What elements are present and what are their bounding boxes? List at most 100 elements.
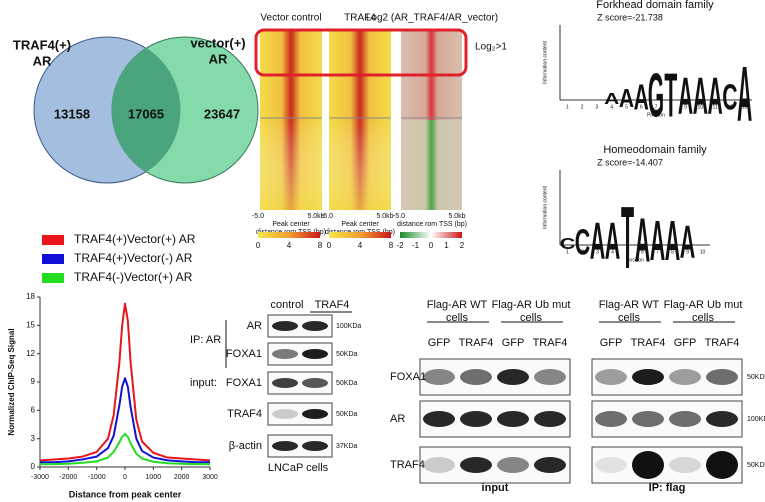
venn-label: AR [33, 53, 52, 68]
band [272, 321, 298, 331]
motif-letter: A [635, 205, 650, 275]
band [302, 441, 328, 451]
band [272, 441, 298, 451]
label: TRAF4 [631, 337, 666, 349]
label: 50KDa [336, 351, 358, 358]
label: β-actin [229, 440, 262, 452]
label: 12 [727, 104, 733, 110]
line-series [40, 377, 210, 464]
band [302, 349, 328, 359]
label: 6 [31, 405, 36, 414]
motif-letter: A [665, 210, 680, 274]
label: Information content [542, 40, 548, 83]
band [272, 349, 298, 359]
label: 0 [429, 241, 434, 250]
band [534, 411, 566, 427]
legend-swatch [42, 254, 64, 264]
label: 0 [123, 474, 127, 481]
blot-frame [267, 314, 333, 338]
motif-letter: A [707, 68, 722, 126]
label: 50KDa [747, 462, 765, 469]
venn-label: vector(+) [190, 35, 245, 50]
motif-letter: A [619, 85, 634, 113]
label: -1000 [88, 474, 106, 481]
label: 3 [31, 434, 36, 443]
venn-overlap [111, 48, 181, 172]
label: 5 [626, 249, 629, 255]
motif-letter: A [634, 78, 649, 118]
box-label: Log₂>1 [475, 42, 507, 53]
label: 0 [31, 462, 36, 471]
label: 12 [26, 349, 35, 358]
label: 50KDa [747, 374, 765, 381]
legend-swatch [42, 273, 64, 283]
label: GFP [600, 337, 623, 349]
band [632, 369, 664, 385]
heatmap-title: Vector control [260, 13, 321, 24]
band [706, 451, 738, 479]
label: 4 [358, 241, 363, 250]
label: Position [626, 257, 644, 263]
band [302, 378, 328, 388]
line-chart: 0 3 6 9 12 15 18 -3000 -2000 -1000 0 1000 2000 3000 Di… [7, 232, 218, 499]
line-series [40, 432, 210, 466]
legend-swatch [42, 235, 64, 245]
band [302, 409, 328, 419]
heatmap-title: Log2 (AR_TRAF4/AR_vector) [366, 13, 498, 24]
label: Peak center [272, 221, 310, 228]
label: 9 [686, 249, 689, 255]
blot-frame [267, 371, 333, 395]
blot-frame [267, 342, 333, 366]
band [460, 411, 492, 427]
label: 4 [287, 241, 292, 250]
label: TRAF4 [459, 337, 494, 349]
label: 1 [566, 104, 569, 110]
motif-letter: G [648, 60, 664, 130]
label: 3000 [202, 474, 218, 481]
label: 0 [256, 241, 261, 250]
label: 50KDa [336, 411, 358, 418]
label: 8 [389, 241, 394, 250]
label: 3 [596, 104, 599, 110]
label: IP: flag [649, 482, 686, 494]
venn-count: 17065 [128, 106, 164, 121]
band [534, 457, 566, 473]
label: 15 [26, 320, 35, 329]
motif-letter: A [604, 90, 619, 108]
label: 8 [318, 241, 323, 250]
venn-count: 23647 [204, 106, 240, 121]
label: 2 [581, 104, 584, 110]
motif-letter: A [693, 68, 708, 126]
label: 8 [671, 249, 674, 255]
band [669, 369, 701, 385]
label: TRAF4 [227, 408, 262, 420]
band [497, 457, 529, 473]
label: 11 [712, 104, 717, 110]
label: Information content [542, 185, 548, 228]
motif-letter: C [722, 78, 737, 118]
label: -3000 [31, 474, 49, 481]
label: TRAF4 [705, 337, 740, 349]
band [497, 411, 529, 427]
label: GFP [428, 337, 451, 349]
label: 9 [684, 104, 687, 110]
band [595, 369, 627, 385]
band [595, 411, 627, 427]
label: TRAF4(-)Vector(+) AR [74, 270, 193, 284]
label: -2000 [59, 474, 77, 481]
band [460, 457, 492, 473]
label: 7 [656, 249, 659, 255]
band [460, 369, 492, 385]
motif-letter: A [590, 213, 605, 270]
label: IP: AR [190, 334, 221, 346]
motif-letter: A [680, 215, 695, 268]
label: TRAF4 [533, 337, 568, 349]
label: input: [190, 377, 217, 389]
band [669, 411, 701, 427]
label: GFP [674, 337, 697, 349]
label: FOXA1 [226, 377, 262, 389]
heatmap-fade [329, 120, 391, 210]
label: TRAF4 [390, 459, 425, 471]
